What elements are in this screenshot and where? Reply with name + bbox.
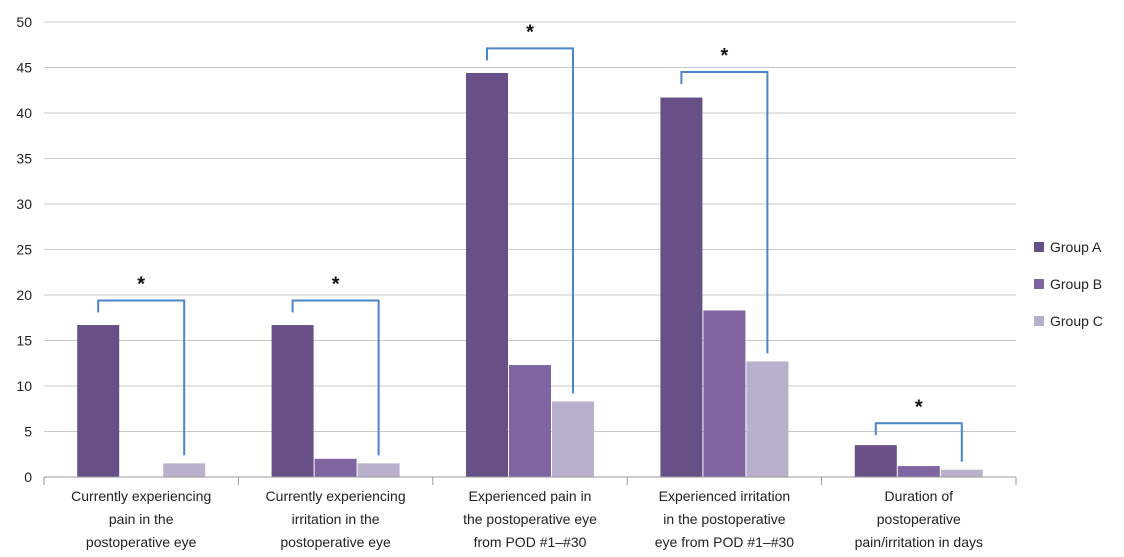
bar-group-c (357, 463, 400, 477)
bar-group-c (940, 469, 983, 477)
x-category-label-line: from POD #1–#30 (474, 534, 587, 550)
x-category-label-line: Experienced pain in (469, 488, 592, 504)
legend: Group A Group B Group C (1034, 239, 1103, 329)
x-category-label: Experienced irritation in the postoperati… (655, 488, 795, 550)
bar-group-a (271, 325, 314, 477)
x-category-label-line: in the postoperative (663, 511, 785, 527)
x-category-label: Currently experiencing irritation in the p… (266, 488, 406, 550)
bar-group-b (314, 458, 357, 477)
x-axis: Currently experiencing pain in the postope… (43, 476, 1017, 550)
x-category-label-line: Experienced irritation (659, 488, 791, 504)
y-tick-label: 25 (16, 242, 32, 258)
bar-group-b (703, 310, 746, 477)
y-tick-label: 10 (16, 378, 32, 394)
bar-group-b (897, 466, 940, 477)
y-tick-label: 40 (16, 105, 32, 121)
bar-group-c (552, 401, 594, 477)
significance-bracket (874, 422, 963, 462)
significance-bracket (680, 71, 769, 354)
x-category-label-line: Duration of (885, 488, 954, 504)
x-category-label-line: postoperative eye (86, 534, 197, 550)
x-category-label-line: postoperative (877, 511, 961, 527)
significance-star: * (721, 45, 729, 67)
x-category-label-line: Currently experiencing (266, 488, 406, 504)
legend-swatch (1034, 279, 1044, 289)
y-axis-ticks: 0 5 10 15 20 25 30 35 40 45 50 (16, 14, 32, 485)
significance-star: * (526, 21, 534, 43)
x-category-label: Duration of postoperative pain/irritation … (855, 488, 983, 550)
significance-star: * (332, 273, 340, 295)
x-category-label-line: postoperative eye (280, 534, 391, 550)
x-category-label: Experienced pain in the postoperative eye… (463, 488, 597, 550)
y-tick-label: 0 (24, 469, 32, 485)
legend-swatch (1034, 242, 1044, 252)
y-tick-label: 30 (16, 196, 32, 212)
x-category-label-line: pain in the (109, 511, 174, 527)
x-category-label-line: the postoperative eye (463, 511, 597, 527)
y-tick-label: 45 (16, 60, 32, 76)
gridlines (44, 21, 1016, 432)
legend-label: Group A (1050, 239, 1102, 255)
y-tick-label: 50 (16, 14, 32, 30)
bar-group-c (746, 361, 789, 477)
significance-star: * (137, 273, 145, 295)
significance-brackets: * * * * * (97, 21, 963, 462)
bar-group-a (854, 445, 897, 477)
x-category-label: Currently experiencing pain in the postope… (71, 488, 211, 550)
y-tick-label: 15 (16, 333, 32, 349)
significance-bracket (486, 47, 574, 394)
y-tick-label: 5 (24, 424, 32, 440)
legend-label: Group B (1050, 276, 1102, 292)
significance-bracket (291, 299, 380, 456)
x-category-label-line: pain/irritation in days (855, 534, 983, 550)
x-category-label-line: eye from POD #1–#30 (655, 534, 795, 550)
legend-swatch (1034, 316, 1044, 326)
bars (77, 72, 983, 478)
bar-group-c (163, 463, 206, 477)
significance-star: * (915, 396, 923, 418)
x-category-label-line: Currently experiencing (71, 488, 211, 504)
bar-group-a (77, 325, 120, 477)
y-tick-label: 35 (16, 151, 32, 167)
legend-label: Group C (1050, 313, 1103, 329)
significance-bracket (97, 299, 186, 456)
x-category-label-line: irritation in the (292, 511, 380, 527)
y-tick-label: 20 (16, 287, 32, 303)
bar-group-a (466, 72, 508, 478)
bar-group-b (509, 365, 551, 477)
bar-group-a (660, 97, 703, 477)
